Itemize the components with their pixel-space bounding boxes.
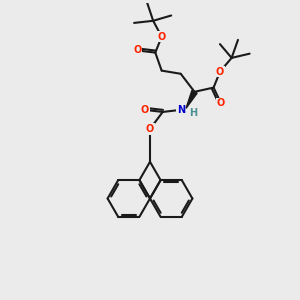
Text: O: O xyxy=(216,67,224,77)
Polygon shape xyxy=(186,91,197,108)
Text: H: H xyxy=(189,108,197,118)
Text: N: N xyxy=(177,105,185,115)
Text: O: O xyxy=(217,98,225,109)
Text: O: O xyxy=(158,32,166,42)
Text: O: O xyxy=(133,46,141,56)
Text: O: O xyxy=(146,124,154,134)
Text: O: O xyxy=(141,105,149,115)
